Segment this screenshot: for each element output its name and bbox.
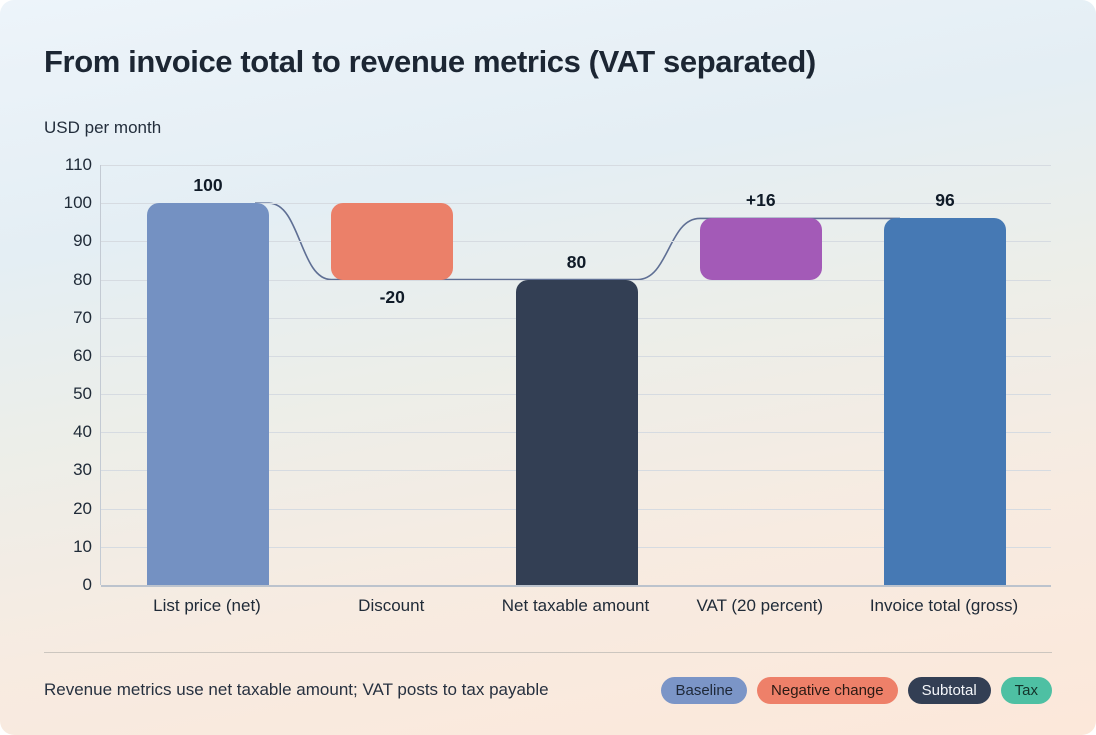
bar-value-label: 80 bbox=[566, 251, 587, 272]
y-axis-title: USD per month bbox=[44, 118, 162, 137]
y-tick-label: 10 bbox=[73, 536, 92, 556]
bar-baseline[interactable] bbox=[147, 203, 269, 585]
x-axis-label: VAT (20 percent) bbox=[696, 596, 824, 615]
bar-subtotal[interactable] bbox=[515, 279, 638, 585]
y-tick-label: 30 bbox=[73, 460, 92, 480]
footer: Revenue metrics use net taxable amount; … bbox=[44, 672, 1052, 708]
y-tick-label: 20 bbox=[73, 498, 92, 518]
x-axis-label: Invoice total (gross) bbox=[869, 596, 1019, 615]
y-tick-label: 100 bbox=[63, 193, 92, 213]
page-title: From invoice total to revenue metrics (V… bbox=[44, 44, 816, 79]
y-tick-label: 60 bbox=[73, 345, 92, 365]
legend-chip-negative-change[interactable]: Negative change bbox=[757, 676, 898, 704]
x-axis-label: List price (net) bbox=[153, 596, 261, 615]
footnote: Revenue metrics use net taxable amount; … bbox=[44, 680, 549, 699]
legend-chip-tax[interactable]: Tax bbox=[1000, 676, 1052, 704]
gridline bbox=[101, 241, 1051, 243]
legend-chip-subtotal[interactable]: Subtotal bbox=[907, 676, 991, 704]
gridline bbox=[101, 585, 1051, 587]
gridline bbox=[101, 165, 1051, 166]
y-tick-label: 80 bbox=[73, 269, 92, 289]
bar-tax[interactable] bbox=[699, 218, 822, 280]
y-tick-label: 40 bbox=[73, 422, 92, 442]
legend-chip-baseline[interactable]: Baseline bbox=[661, 676, 748, 704]
bar-total[interactable] bbox=[884, 218, 1006, 585]
gridline bbox=[101, 203, 1051, 205]
y-tick-label: 0 bbox=[82, 575, 92, 594]
x-axis-label: Net taxable amount bbox=[501, 596, 650, 615]
x-axis-labels: List price (net) Discount Net taxable amou… bbox=[100, 596, 1051, 624]
y-tick-label: 90 bbox=[73, 231, 92, 251]
y-tick-label: 70 bbox=[73, 307, 92, 327]
legend: Baseline Negative change Subtotal Tax bbox=[661, 676, 1052, 704]
y-tick-label: 110 bbox=[64, 155, 92, 174]
bar-negative-change[interactable] bbox=[331, 203, 454, 280]
bar-value-label: +16 bbox=[745, 190, 776, 211]
x-axis-label: Discount bbox=[358, 596, 425, 615]
y-axis-tick-labels: 0 10 20 30 40 50 60 70 80 90 100 110 bbox=[0, 155, 92, 594]
y-tick-label: 50 bbox=[73, 384, 92, 404]
bar-value-label: -20 bbox=[379, 286, 405, 307]
bar-value-label: 100 bbox=[193, 175, 223, 196]
plot-area: 100 -20 80 +16 96 bbox=[100, 165, 1051, 587]
footer-divider bbox=[44, 652, 1052, 653]
bar-value-label: 96 bbox=[935, 190, 955, 211]
